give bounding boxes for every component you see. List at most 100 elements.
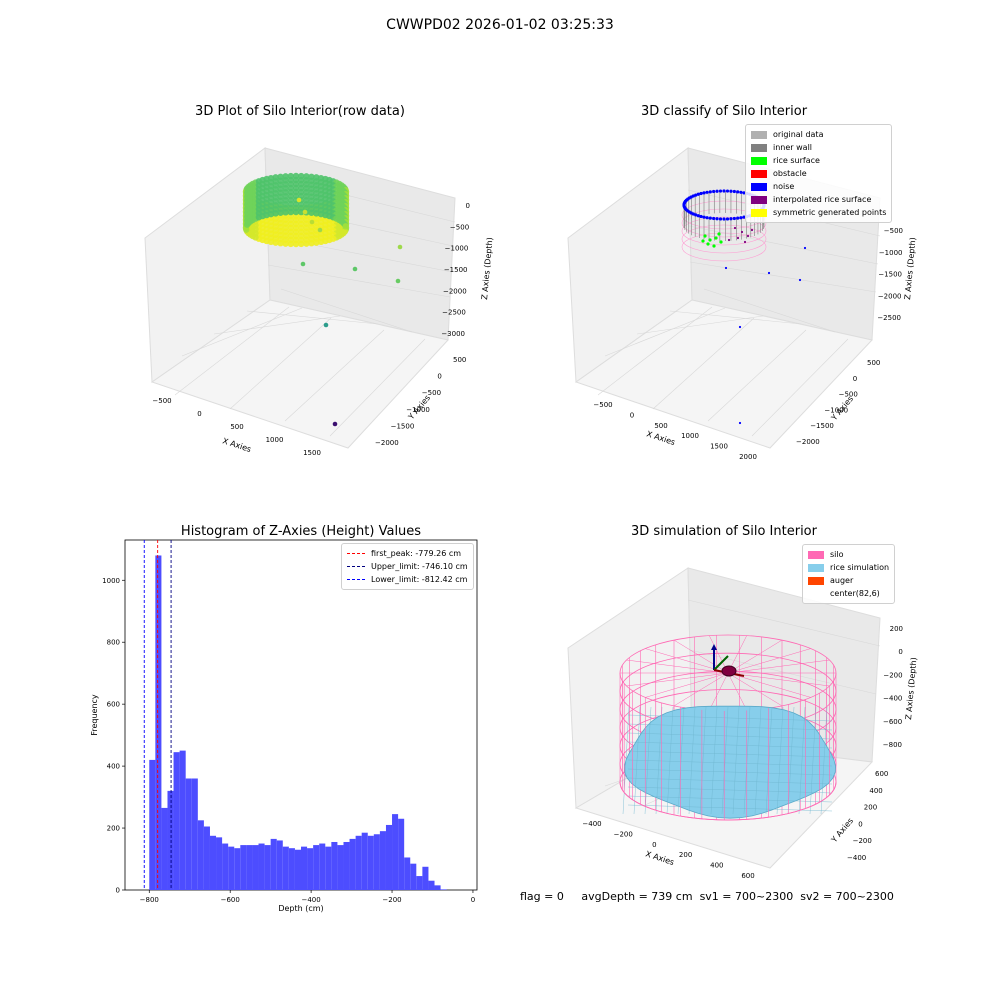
legend-label: rice surface [773, 156, 820, 165]
avg-depth-text: avgDepth = 739 cm [581, 890, 693, 903]
noise-point [798, 278, 802, 282]
histogram-bar [282, 846, 289, 890]
histogram-bar [161, 807, 168, 890]
histogram-y-ticks: 0 200 400 600 800 1000 [102, 577, 125, 895]
z-tick-label: −2000 [443, 287, 467, 295]
legend-label: first_peak: -779.26 cm [371, 549, 462, 558]
sv2-text: sv2 = 700~2300 [800, 890, 894, 903]
noise-point [708, 190, 712, 194]
histogram-bar [203, 826, 210, 890]
histogram-bar [276, 840, 283, 890]
histogram-x-label: Depth (cm) [278, 904, 323, 913]
rice-mesh-line [820, 706, 828, 815]
legend-item-inner-wall: inner wall [751, 141, 886, 154]
z-tick-label: −1500 [878, 271, 902, 279]
legend-item-center: center(82,6) [808, 587, 889, 600]
histogram-reference-lines [143, 540, 172, 890]
histogram-bar [434, 885, 441, 890]
histogram-bar [222, 843, 229, 890]
histogram-bar [209, 835, 217, 890]
wire-ring [681, 232, 767, 262]
panel1-x-label: X Axies [221, 436, 252, 454]
z-tick-label: −500 [884, 227, 903, 235]
legend-label: obstacle [773, 169, 807, 178]
rice-mesh-line [627, 750, 833, 758]
y-tick-label: −500 [422, 389, 441, 397]
histogram-bar [422, 866, 429, 890]
wire-ring [681, 208, 767, 238]
noise-point [705, 216, 709, 220]
sv1-text: sv1 = 700~2300 [699, 890, 794, 903]
panel4-z-ticks: 200 0 −200 −400 −600 −800 [883, 625, 903, 749]
histogram-legend: first_peak: -779.26 cm Upper_limit: -746… [341, 543, 474, 590]
interp-point [750, 228, 754, 232]
histogram-bar [252, 845, 259, 890]
y-tick-label: −1500 [810, 422, 834, 430]
noise-point [729, 189, 733, 193]
histogram-bar [149, 759, 156, 890]
rice-mesh-line [688, 706, 696, 815]
noise-point [702, 191, 706, 195]
y-tick-label: 400 [869, 787, 882, 795]
rice-point [703, 234, 707, 238]
histogram-bar [185, 778, 192, 890]
point [397, 244, 403, 250]
point [296, 197, 302, 203]
rice-mesh-line [627, 759, 833, 767]
point [308, 209, 315, 216]
histogram-bar [155, 555, 162, 890]
histogram-bar [313, 845, 320, 890]
legend-label: rice simulation [830, 563, 890, 572]
y-tick-label: 500 [453, 356, 466, 364]
rice-mesh-line [732, 706, 740, 815]
noise-point [708, 216, 712, 220]
noise-point [712, 189, 716, 194]
y-tick-label: 400 [107, 763, 120, 771]
point [323, 322, 329, 328]
point [303, 240, 310, 247]
rice-mesh-line [721, 706, 729, 815]
histogram-bar [301, 846, 308, 890]
noise-point [712, 216, 716, 221]
point [352, 266, 358, 272]
noise-point [732, 216, 736, 221]
histogram-x-ticks: −800 −600 −400 −200 0 [140, 890, 475, 904]
x-tick-label: −500 [593, 401, 612, 409]
noise-point [725, 217, 730, 221]
y-tick-label: 800 [107, 639, 120, 647]
histogram-y-label: Frequency [90, 694, 99, 736]
point [282, 240, 289, 247]
histogram-bar [355, 835, 362, 890]
y-tick-label: −500 [839, 391, 858, 399]
x-tick-label: −200 [614, 830, 633, 838]
noise-point [739, 190, 743, 194]
x-tick-label: 0 [197, 410, 201, 418]
y-tick-label: 0 [437, 373, 441, 381]
panel1-title: 3D Plot of Silo Interior(row data) [195, 104, 405, 119]
rice-point [712, 244, 716, 248]
y-tick-label: 600 [875, 770, 888, 778]
z-tick-label: −3000 [441, 330, 465, 338]
histogram-bar [264, 845, 271, 890]
x-tick-label: −200 [382, 896, 401, 904]
x-tick-label: 1000 [681, 432, 699, 440]
noise-point [736, 216, 740, 220]
histogram-bar [373, 834, 380, 890]
rice-mesh-line [627, 741, 833, 749]
noise-point [718, 217, 723, 221]
histogram-bar [258, 843, 265, 890]
wire-ring [681, 216, 767, 246]
rice-mesh-line [627, 768, 833, 776]
rice-point [701, 239, 705, 243]
panel2-x-ticks: −500 0 500 1000 1500 2000 [593, 401, 757, 461]
point [332, 421, 338, 427]
y-tick-label: 1000 [102, 577, 120, 585]
legend-label: inner wall [773, 143, 813, 152]
z-tick-label: −1500 [444, 266, 468, 274]
histogram-bar [246, 845, 253, 890]
y-tick-label: −1000 [406, 406, 430, 414]
status-line: flag = 0 avgDepth = 739 cm sv1 = 700~230… [520, 890, 894, 903]
noise-point [722, 217, 726, 221]
interp-point [740, 230, 744, 234]
histogram-bar [294, 849, 301, 890]
